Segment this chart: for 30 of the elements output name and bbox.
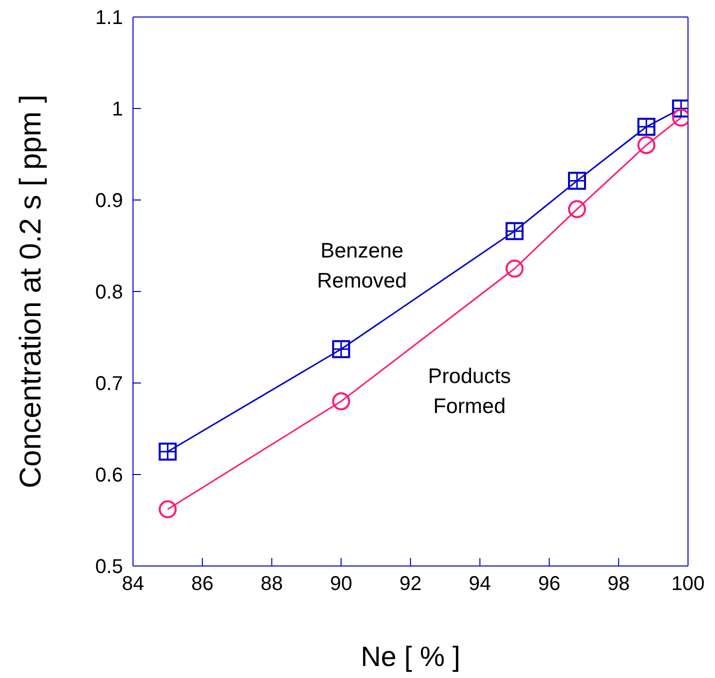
x-tick-label: 96 <box>538 573 560 596</box>
x-tick-label: 90 <box>330 573 352 596</box>
point <box>158 500 177 518</box>
point <box>332 392 350 410</box>
y-tick-label: 0.8 <box>95 282 123 304</box>
x-tick-label: 88 <box>260 573 283 596</box>
x-axis-title: Ne [ % ] <box>360 641 460 672</box>
y-axis-title: Concentration at 0.2 s [ ppm ] <box>14 94 48 488</box>
point <box>332 340 350 358</box>
series-label: Benzene Removed <box>316 240 407 293</box>
y-tick-label: 0.6 <box>95 464 123 487</box>
point <box>637 118 656 136</box>
point <box>637 136 656 154</box>
series-label: Products Formed <box>428 365 511 418</box>
point <box>506 222 524 240</box>
x-tick-label: 100 <box>671 573 705 596</box>
x-tick-label: 92 <box>399 573 422 596</box>
point <box>506 260 524 278</box>
y-tick-label: 1 <box>112 98 123 121</box>
x-tick-label: 98 <box>608 573 630 596</box>
y-tick-label: 0.5 <box>95 556 123 578</box>
x-tick-label: 86 <box>191 573 214 596</box>
x-tick-label: 94 <box>468 573 491 596</box>
y-tick-label: 0.7 <box>95 373 123 396</box>
point <box>568 200 586 218</box>
x-tick-label: 84 <box>122 573 144 596</box>
point <box>158 442 177 461</box>
y-tick-label: 0.9 <box>95 190 123 212</box>
y-tick-label: 1.1 <box>95 7 123 30</box>
point <box>568 172 586 190</box>
